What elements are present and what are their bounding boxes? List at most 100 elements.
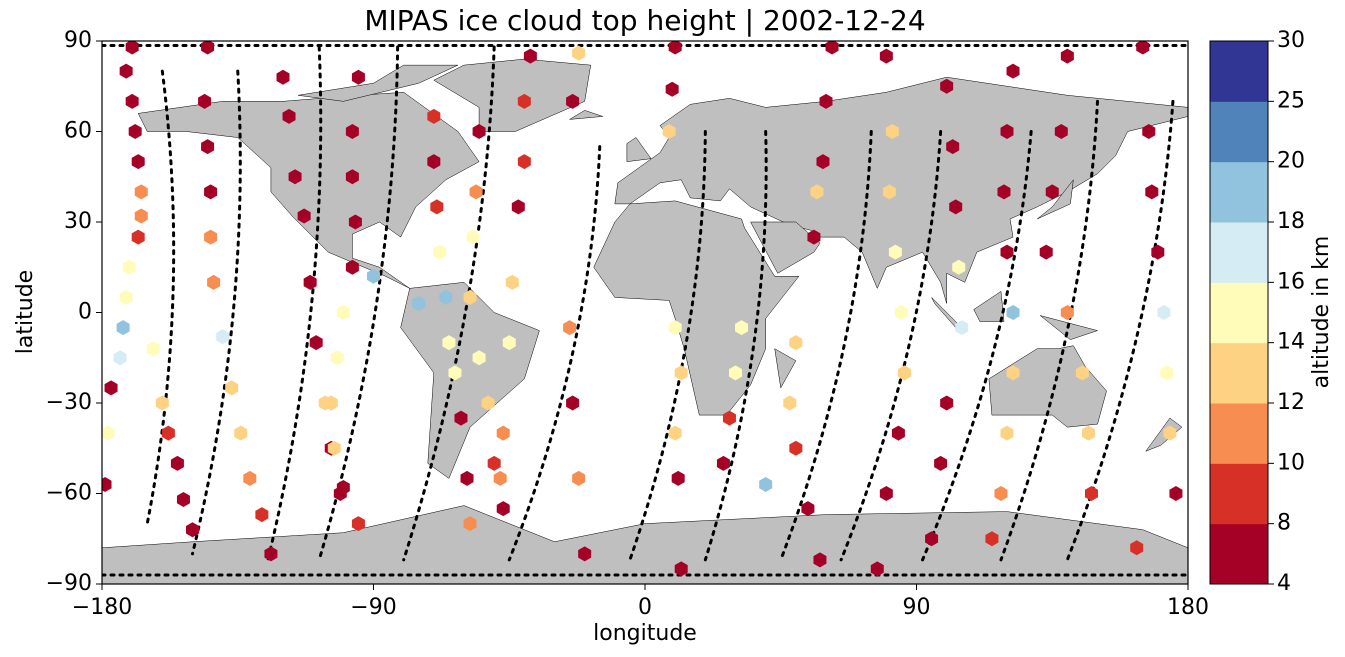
data-point: [994, 486, 1008, 501]
data-point: [819, 93, 833, 109]
data-point: [288, 169, 302, 185]
data-point: [1142, 124, 1156, 139]
data-point: [463, 289, 477, 305]
data-point: [572, 470, 586, 486]
data-point: [563, 320, 577, 336]
colorbar-segment: [1210, 282, 1268, 344]
data-point: [460, 470, 474, 486]
data-point: [566, 395, 580, 411]
orbit-track: [921, 130, 1033, 562]
land-shape: [298, 64, 459, 102]
data-point: [955, 320, 969, 336]
data-point: [493, 470, 507, 486]
data-point: [810, 184, 824, 200]
data-point: [1136, 41, 1150, 55]
data-point: [496, 501, 510, 517]
data-point: [348, 214, 362, 230]
data-point: [466, 229, 480, 245]
data-point: [885, 124, 899, 139]
data-point: [1160, 365, 1174, 381]
data-point: [104, 380, 118, 396]
data-point: [1039, 244, 1053, 260]
data-point: [134, 208, 148, 224]
land-shape: [973, 290, 1005, 322]
data-point: [1006, 305, 1020, 320]
colorbar-tick-label: 30: [1277, 28, 1305, 53]
data-point: [204, 184, 218, 200]
data-point: [566, 93, 580, 109]
data-point: [234, 425, 248, 441]
data-point: [448, 365, 462, 381]
data-point: [523, 48, 537, 64]
colorbar-tick-label: 12: [1277, 390, 1305, 415]
data-point: [487, 455, 501, 471]
data-point: [327, 440, 341, 456]
colorbar-tick-label: 25: [1277, 88, 1305, 113]
data-point: [472, 124, 486, 139]
colorbar-tick-label: 18: [1277, 209, 1305, 234]
data-point: [198, 93, 212, 109]
colorbar-tick-label: 4: [1277, 571, 1291, 596]
orbit-track: [145, 69, 176, 526]
data-point: [668, 41, 682, 55]
data-point: [825, 41, 839, 55]
data-point: [671, 470, 685, 486]
data-point: [816, 154, 830, 170]
data-point: [243, 470, 257, 486]
orbit-track: [628, 130, 707, 562]
land-shape: [614, 76, 1188, 304]
data-point: [367, 268, 380, 284]
data-point: [125, 41, 139, 55]
colorbar-segment: [1210, 403, 1268, 464]
data-point: [879, 486, 893, 501]
points: [102, 41, 1183, 577]
data-point: [1163, 425, 1177, 441]
colorbar-label: altitude in km: [1309, 236, 1334, 389]
data-point: [807, 229, 821, 245]
land-shape: [569, 110, 603, 120]
data-point: [439, 289, 453, 305]
data-point: [125, 93, 139, 109]
land-shape: [400, 282, 540, 479]
data-point: [668, 320, 682, 336]
data-point: [176, 492, 190, 508]
data-point: [946, 139, 960, 155]
land-shape: [1037, 178, 1074, 220]
data-point: [186, 522, 199, 538]
orbit-track: [317, 45, 400, 562]
data-point: [170, 455, 184, 471]
colorbar-tick-label: 14: [1277, 330, 1305, 355]
data-point: [511, 199, 525, 215]
colorbar-segment: [1210, 342, 1268, 404]
data-point: [1060, 48, 1074, 64]
orbit-track: [839, 130, 943, 562]
data-point: [345, 259, 359, 275]
data-point: [517, 93, 531, 109]
orbit-track: [779, 130, 873, 562]
x-axis-label: longitude: [593, 621, 697, 646]
y-tick-label: 60: [64, 119, 92, 144]
data-point: [940, 395, 954, 411]
y-axis-label: latitude: [13, 270, 38, 354]
land-shape: [774, 348, 797, 389]
data-point: [813, 552, 827, 568]
orbit-track: [191, 69, 242, 556]
data-point: [1000, 425, 1014, 441]
data-point: [427, 108, 441, 124]
data-point: [225, 380, 239, 396]
data-point: [128, 124, 142, 139]
data-point: [201, 139, 215, 155]
data-point: [789, 440, 803, 456]
land: [102, 58, 1188, 584]
land-shape: [102, 505, 1188, 584]
data-point: [891, 425, 905, 441]
data-point: [952, 259, 966, 275]
data-point: [665, 81, 679, 97]
data-point: [1054, 124, 1068, 139]
data-point: [1006, 63, 1020, 79]
data-point: [102, 425, 115, 441]
data-point: [934, 455, 948, 471]
colorbar-segment: [1210, 41, 1268, 102]
data-point: [925, 531, 939, 547]
